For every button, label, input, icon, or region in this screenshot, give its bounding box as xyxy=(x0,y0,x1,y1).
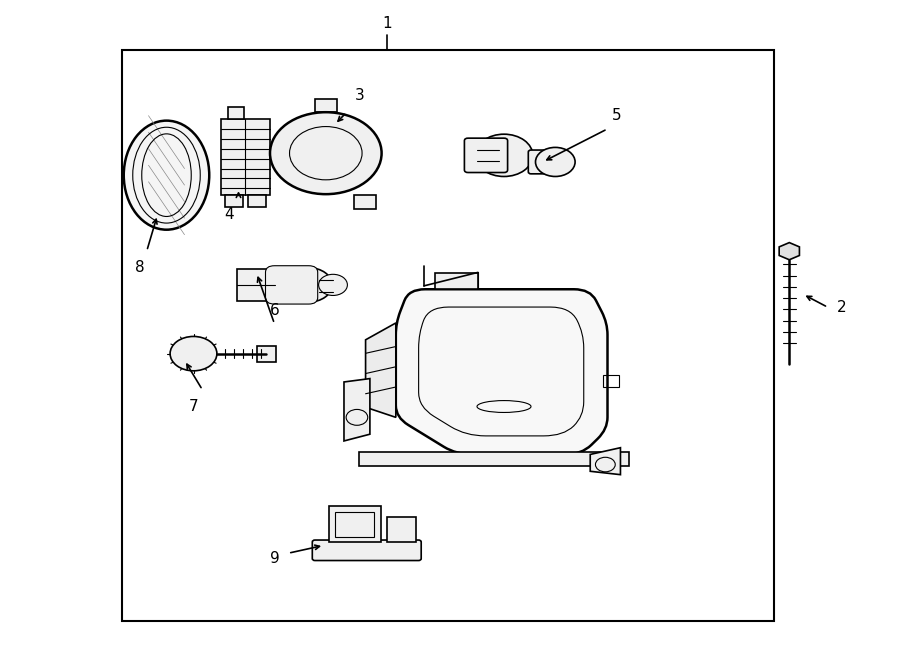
Bar xyxy=(256,346,276,362)
Circle shape xyxy=(475,134,533,176)
Text: 8: 8 xyxy=(135,260,144,275)
Circle shape xyxy=(319,274,347,295)
Bar xyxy=(387,517,416,542)
Circle shape xyxy=(170,336,217,371)
Bar xyxy=(237,269,274,301)
FancyBboxPatch shape xyxy=(528,150,565,174)
Bar xyxy=(248,195,266,207)
Polygon shape xyxy=(344,379,370,441)
Ellipse shape xyxy=(124,121,209,230)
Bar xyxy=(315,99,337,112)
Polygon shape xyxy=(365,323,396,417)
Bar xyxy=(435,273,478,290)
PathPatch shape xyxy=(396,290,608,455)
Text: 2: 2 xyxy=(837,300,846,315)
Text: 6: 6 xyxy=(270,303,279,318)
Text: 4: 4 xyxy=(225,208,234,222)
Bar xyxy=(122,50,774,621)
Text: 5: 5 xyxy=(612,108,621,123)
Bar xyxy=(335,512,374,537)
Bar xyxy=(220,119,270,195)
FancyBboxPatch shape xyxy=(312,540,421,561)
Polygon shape xyxy=(590,447,620,475)
Bar xyxy=(228,107,244,119)
Circle shape xyxy=(270,112,382,194)
Text: 7: 7 xyxy=(189,399,198,414)
Bar xyxy=(354,195,376,210)
Text: 1: 1 xyxy=(382,16,392,30)
Text: 9: 9 xyxy=(270,551,279,566)
FancyBboxPatch shape xyxy=(464,138,508,173)
FancyBboxPatch shape xyxy=(266,266,318,304)
Bar xyxy=(603,375,619,387)
Text: 3: 3 xyxy=(356,89,364,103)
Bar xyxy=(328,506,381,542)
Circle shape xyxy=(536,147,575,176)
Circle shape xyxy=(285,268,332,302)
Polygon shape xyxy=(779,243,799,260)
Bar xyxy=(359,451,629,466)
Bar xyxy=(225,195,243,207)
